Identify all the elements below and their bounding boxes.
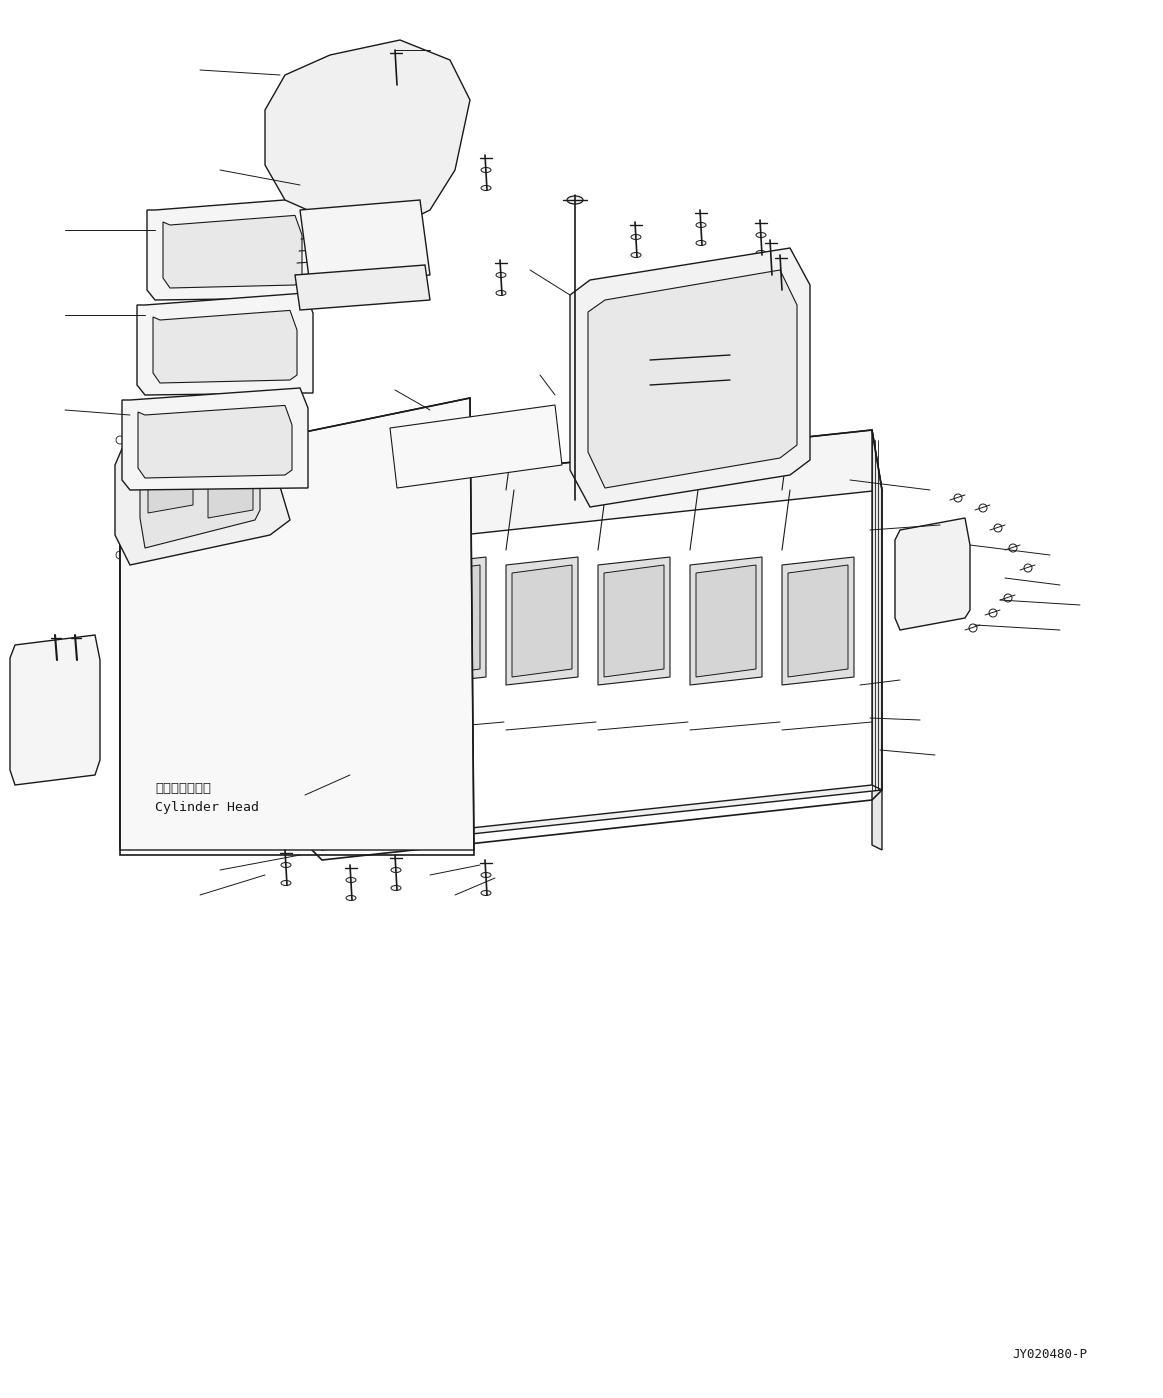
Polygon shape <box>138 405 292 478</box>
Polygon shape <box>120 470 130 850</box>
Polygon shape <box>137 294 313 396</box>
Polygon shape <box>208 452 254 519</box>
Polygon shape <box>147 199 317 301</box>
Polygon shape <box>120 400 468 526</box>
Polygon shape <box>122 389 308 491</box>
Polygon shape <box>896 519 970 630</box>
Circle shape <box>916 542 952 577</box>
Ellipse shape <box>347 896 356 900</box>
Ellipse shape <box>391 63 401 67</box>
Ellipse shape <box>281 881 291 885</box>
Ellipse shape <box>632 253 641 257</box>
Ellipse shape <box>321 103 420 157</box>
Polygon shape <box>512 565 572 677</box>
Polygon shape <box>120 400 470 526</box>
Polygon shape <box>265 41 470 231</box>
Ellipse shape <box>391 885 401 891</box>
Text: JY020480-P: JY020480-P <box>1013 1349 1087 1362</box>
Ellipse shape <box>433 424 523 470</box>
Ellipse shape <box>756 232 766 238</box>
Ellipse shape <box>481 872 491 878</box>
Polygon shape <box>312 431 882 549</box>
Polygon shape <box>695 565 756 677</box>
Polygon shape <box>163 215 302 288</box>
Polygon shape <box>789 565 848 677</box>
Ellipse shape <box>766 253 776 257</box>
Polygon shape <box>312 491 322 850</box>
Ellipse shape <box>391 868 401 872</box>
Ellipse shape <box>495 291 506 295</box>
Polygon shape <box>420 565 480 677</box>
Text: Cylinder Head: Cylinder Head <box>155 801 259 815</box>
Ellipse shape <box>776 267 786 273</box>
Polygon shape <box>872 431 882 850</box>
Polygon shape <box>598 556 670 685</box>
Polygon shape <box>300 200 430 285</box>
Ellipse shape <box>481 186 491 190</box>
Ellipse shape <box>481 891 491 896</box>
Ellipse shape <box>695 240 706 246</box>
Polygon shape <box>10 635 100 786</box>
Polygon shape <box>690 556 762 685</box>
Polygon shape <box>506 556 578 685</box>
Polygon shape <box>154 310 297 383</box>
Text: シリンダヘッド: シリンダヘッド <box>155 781 211 794</box>
Polygon shape <box>390 405 562 488</box>
Ellipse shape <box>495 273 506 277</box>
Ellipse shape <box>695 222 706 228</box>
Ellipse shape <box>391 81 401 85</box>
Polygon shape <box>148 447 193 513</box>
Ellipse shape <box>481 168 491 172</box>
Polygon shape <box>588 270 797 488</box>
Ellipse shape <box>568 196 583 204</box>
Ellipse shape <box>766 270 776 275</box>
Ellipse shape <box>776 285 786 291</box>
Polygon shape <box>328 565 388 677</box>
Polygon shape <box>295 266 430 310</box>
Polygon shape <box>782 556 854 685</box>
Polygon shape <box>322 556 394 685</box>
Ellipse shape <box>281 863 291 868</box>
Polygon shape <box>604 565 664 677</box>
Ellipse shape <box>632 235 641 239</box>
Polygon shape <box>115 400 290 565</box>
Polygon shape <box>120 398 475 850</box>
Polygon shape <box>140 419 261 548</box>
Ellipse shape <box>756 250 766 256</box>
Ellipse shape <box>657 354 722 386</box>
Ellipse shape <box>347 878 356 882</box>
Polygon shape <box>312 786 882 850</box>
Polygon shape <box>414 556 486 685</box>
Polygon shape <box>570 247 809 507</box>
Ellipse shape <box>335 112 405 148</box>
